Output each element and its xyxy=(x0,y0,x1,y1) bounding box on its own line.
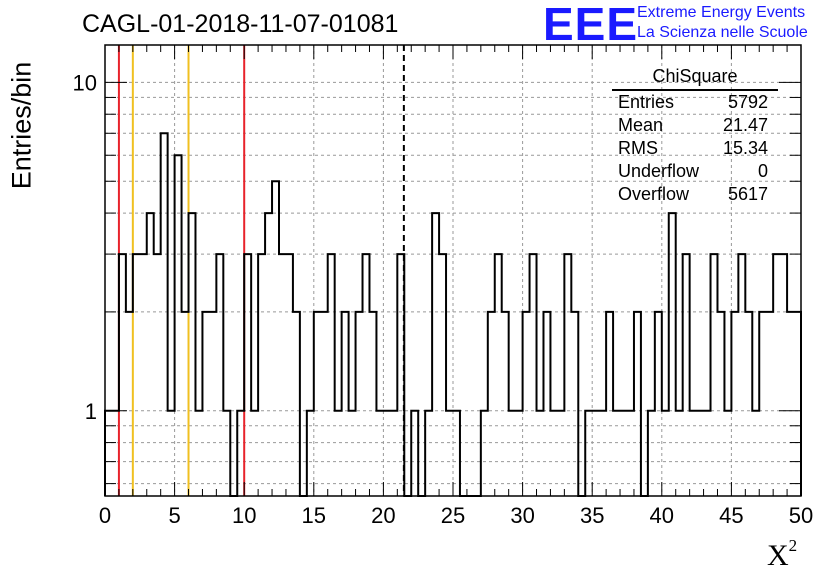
stats-row-value: 5617 xyxy=(727,184,768,204)
stats-row-label: Mean xyxy=(618,115,664,135)
x-tick-label: 25 xyxy=(441,503,465,528)
stats-box-title: ChiSquare xyxy=(612,66,778,91)
x-tick-label: 20 xyxy=(371,503,395,528)
logo-line-2: La Scienza nelle Scuole xyxy=(637,24,808,41)
y-tick-label: 10 xyxy=(73,70,97,95)
x-axis-label: X2 xyxy=(767,536,797,573)
x-axis-label-text: X xyxy=(767,539,789,572)
stats-box: ChiSquare Entries 5792 Mean 21.47 RMS 15.34 Un… xyxy=(608,66,778,206)
stats-row-value: 21.47 xyxy=(722,115,768,135)
stats-row-value: 15.34 xyxy=(722,138,768,158)
x-tick-label: 15 xyxy=(302,503,326,528)
stats-row-label: Underflow xyxy=(618,161,700,181)
stats-row-label: RMS xyxy=(618,138,658,158)
x-tick-label: 0 xyxy=(99,503,111,528)
x-tick-label: 10 xyxy=(232,503,256,528)
eee-logo: EEE xyxy=(543,0,639,50)
histogram-bars xyxy=(104,132,802,497)
stats-row-overflow: Overflow 5617 xyxy=(608,183,778,206)
x-tick-label: 45 xyxy=(719,503,743,528)
stats-row-value: 5792 xyxy=(727,92,768,112)
logo-line-1: Extreme Energy Events xyxy=(637,4,806,21)
y-tick-label: 1 xyxy=(85,399,97,424)
plot-title: CAGL-01-2018-11-07-01081 xyxy=(82,10,399,38)
x-tick-label: 35 xyxy=(580,503,604,528)
x-tick-label: 5 xyxy=(168,503,180,528)
stats-row-entries: Entries 5792 xyxy=(608,91,778,114)
stats-row-label: Overflow xyxy=(618,184,690,204)
stats-row-label: Entries xyxy=(618,92,675,112)
x-tick-label: 50 xyxy=(789,503,813,528)
stats-row-rms: RMS 15.34 xyxy=(608,137,778,160)
stats-row-value: 0 xyxy=(757,161,768,181)
x-tick-label: 30 xyxy=(510,503,534,528)
stats-row-underflow: Underflow 0 xyxy=(608,160,778,183)
x-tick-label: 40 xyxy=(650,503,674,528)
stats-row-mean: Mean 21.47 xyxy=(608,114,778,137)
x-axis-label-superscript: 2 xyxy=(788,536,798,555)
